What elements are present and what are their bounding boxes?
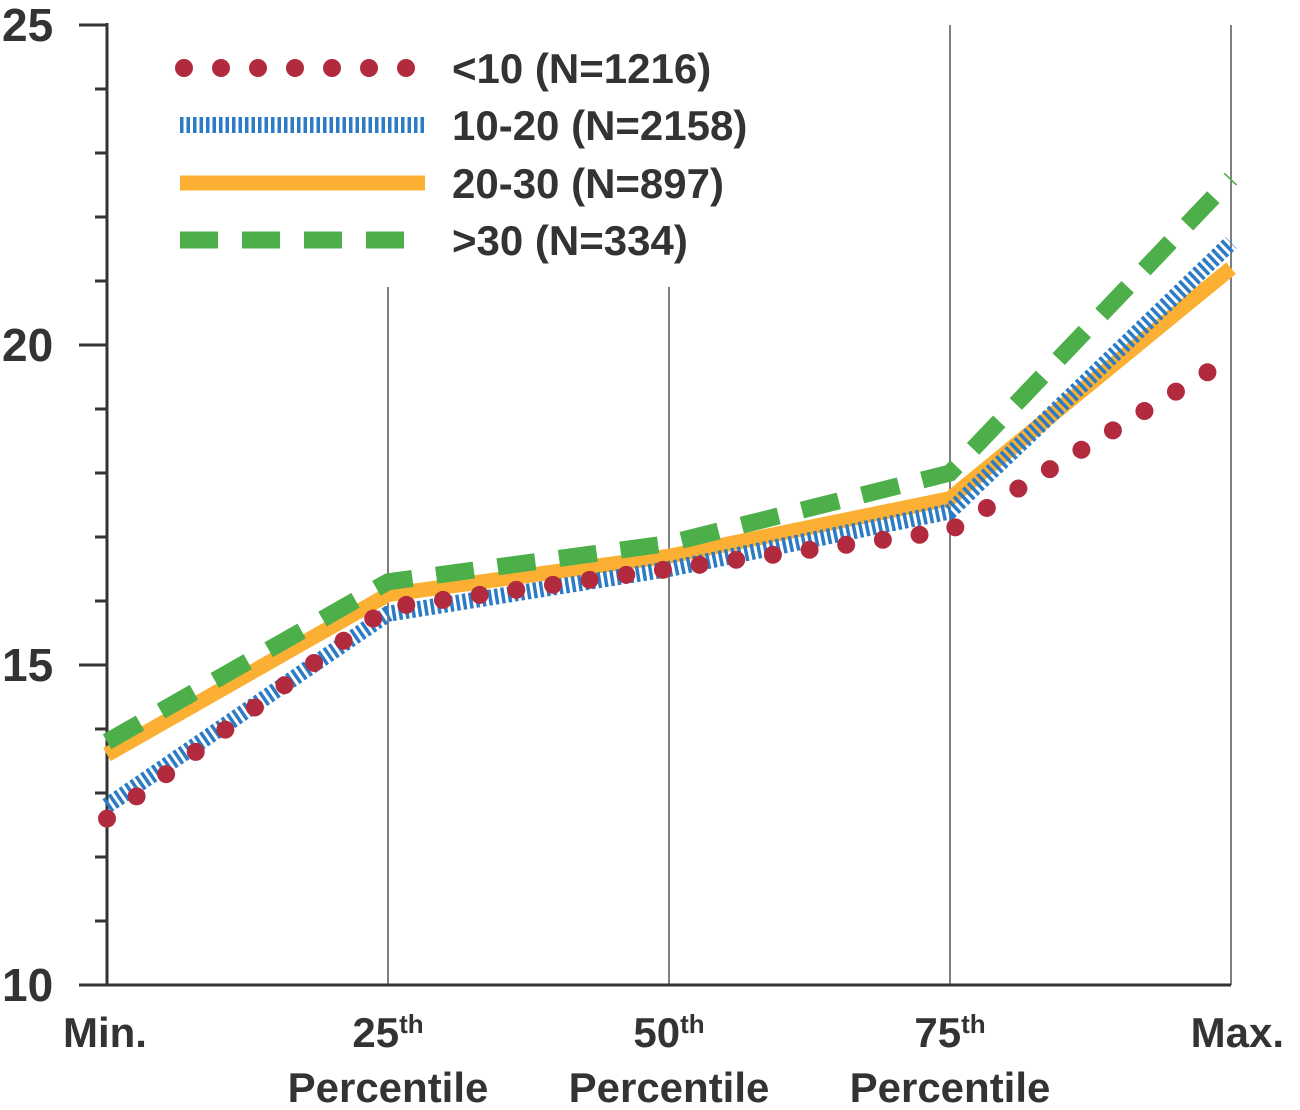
series-line (98, 348, 1240, 828)
x-tick-label: 75th (914, 1009, 985, 1056)
series-line (102, 172, 1238, 750)
x-tick-label: 50th (633, 1009, 704, 1056)
legend-label: 10-20 (N=2158) (452, 102, 747, 149)
x-tick-label: 25th (352, 1009, 423, 1056)
x-tick-sublabel: Percentile (850, 1064, 1051, 1110)
y-tick-label: 25 (2, 0, 53, 51)
legend-label: 20-30 (N=897) (452, 160, 724, 207)
y-tick-label: 10 (2, 959, 53, 1011)
x-tick-label: Max. (1191, 1009, 1284, 1056)
x-tick-sublabel: Percentile (569, 1064, 770, 1110)
legend-label: >30 (N=334) (452, 217, 688, 264)
legend-label: <10 (N=1216) (452, 45, 711, 92)
x-tick-label: Min. (63, 1009, 147, 1056)
y-tick-label: 15 (2, 639, 53, 691)
x-tick-sublabel: Percentile (288, 1064, 489, 1110)
y-tick-label: 20 (2, 319, 53, 371)
